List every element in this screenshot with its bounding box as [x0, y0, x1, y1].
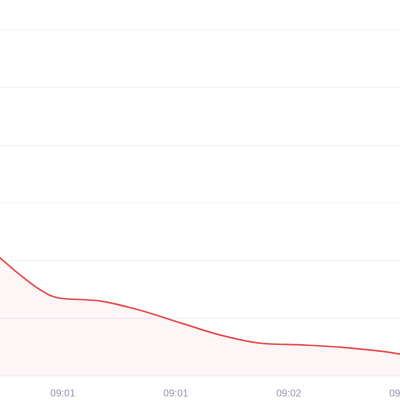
- x-tick-label: 09:01: [163, 389, 188, 400]
- line: [0, 257, 400, 355]
- x-tick-label: 09: [389, 389, 400, 400]
- line-area: [0, 257, 400, 376]
- x-tick-label: 09:02: [276, 389, 301, 400]
- x-tick-label: 09:01: [50, 389, 75, 400]
